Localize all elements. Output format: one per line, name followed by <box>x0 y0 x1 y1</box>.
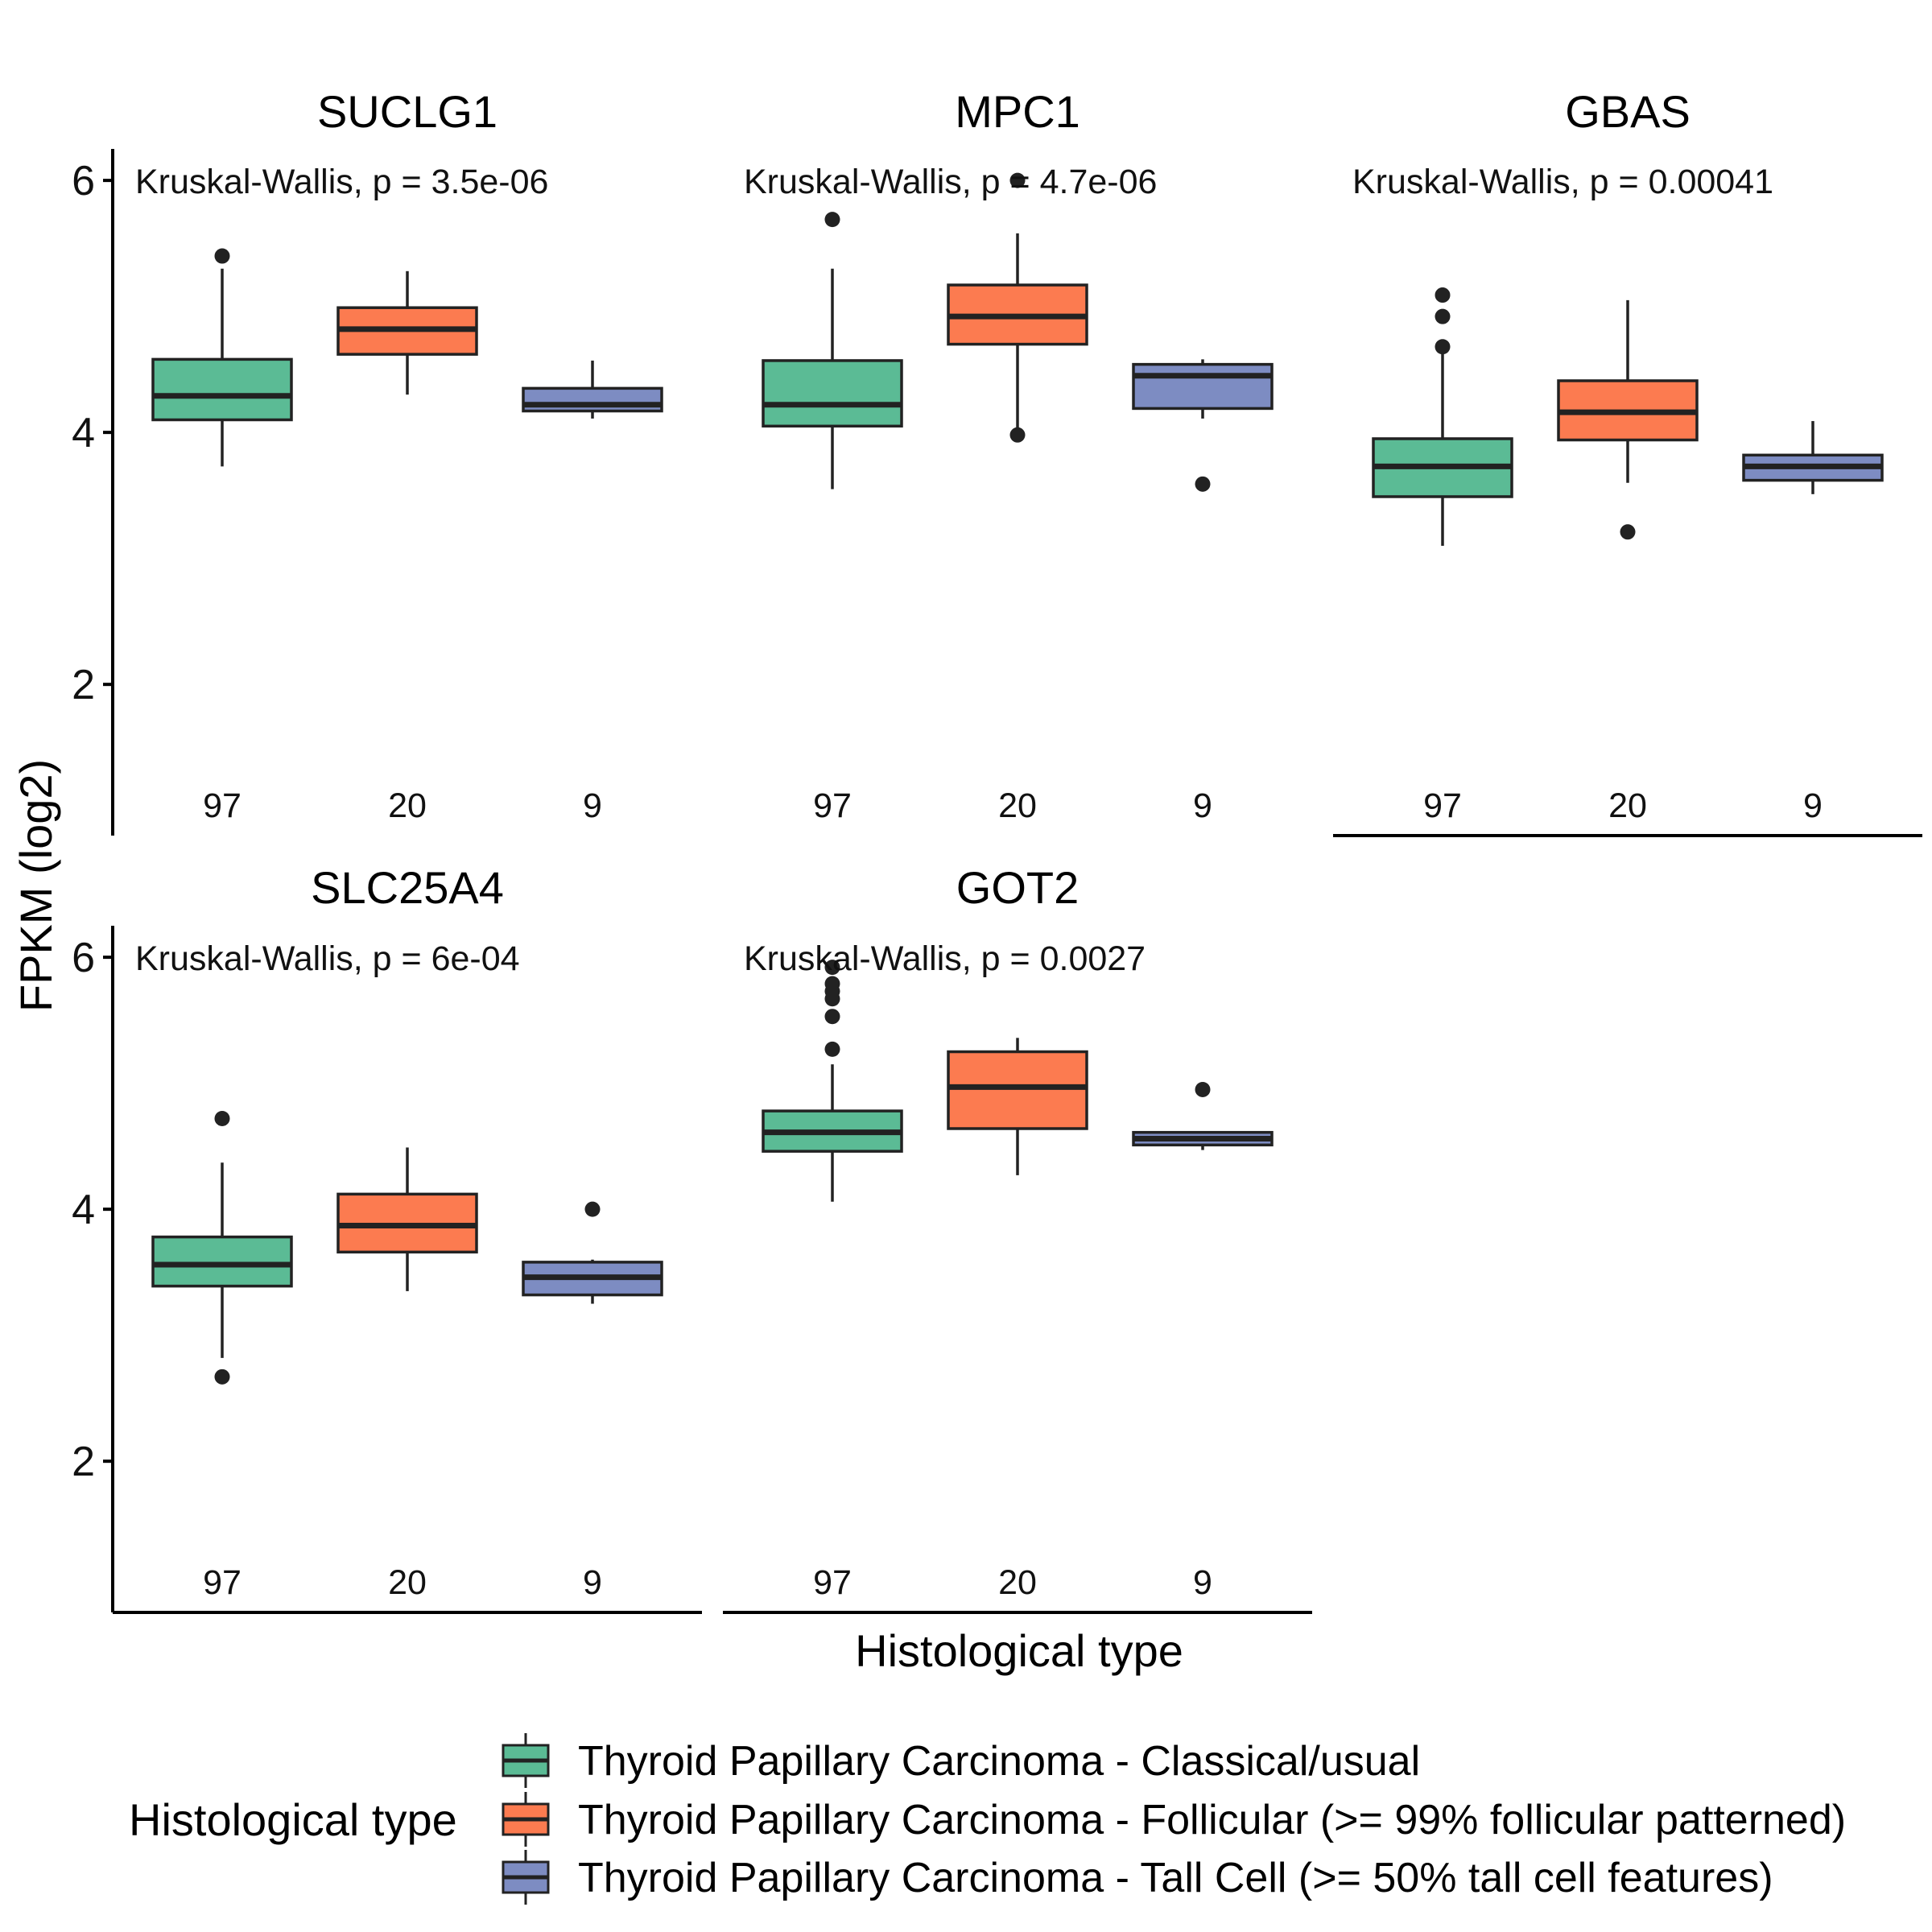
legend-label: Thyroid Papillary Carcinoma - Classical/… <box>578 1738 1420 1785</box>
outlier-point <box>1195 476 1211 492</box>
y-tick-label: 2 <box>72 1439 95 1485</box>
y-tick-label: 4 <box>72 410 95 456</box>
outlier-point <box>824 212 840 228</box>
panels-layer: SUCLG1 2 4 6 97 20 9 Kruskal-Wallis, p = 3.5e-0… <box>72 86 1922 1614</box>
outlier-point <box>824 976 840 992</box>
count-label: 20 <box>998 1563 1037 1602</box>
legend-entry: Thyroid Papillary Carcinoma - Follicular… <box>502 1792 1846 1847</box>
outlier-point <box>1009 427 1026 443</box>
count-label: 20 <box>998 786 1037 825</box>
box-group: 20 <box>947 1038 1088 1602</box>
count-label: 9 <box>1803 786 1823 825</box>
box-group: 9 <box>1132 359 1274 825</box>
count-label: 97 <box>813 1563 852 1602</box>
box <box>1132 362 1274 411</box>
panel-mpc1: MPC1 97 20 9 Kruskal-Wallis, p = 4.7e-06 <box>744 86 1274 825</box>
stat-label: Kruskal-Wallis, p = 0.00041 <box>1352 163 1773 201</box>
facet-title: GBAS <box>1565 86 1690 137</box>
box-group: 97 <box>151 1110 293 1602</box>
count-label: 9 <box>1193 1563 1212 1602</box>
box <box>947 1050 1088 1130</box>
stat-label: Kruskal-Wallis, p = 6e-04 <box>135 939 520 978</box>
outlier-point <box>824 1009 840 1025</box>
facet-title: SLC25A4 <box>311 862 504 913</box>
outlier-point <box>1195 1081 1211 1097</box>
legend-label: Thyroid Papillary Carcinoma - Tall Cell … <box>578 1855 1773 1901</box>
outlier-point <box>1009 172 1026 188</box>
legend-entry: Thyroid Papillary Carcinoma - Classical/… <box>502 1733 1420 1788</box>
box-group: 97 <box>1372 287 1513 825</box>
box-group: 9 <box>522 360 663 825</box>
outlier-point <box>1620 524 1636 540</box>
count-label: 20 <box>1608 786 1647 825</box>
outlier-point <box>824 1041 840 1057</box>
y-tick-label: 6 <box>72 158 95 204</box>
outlier-point <box>214 1368 230 1385</box>
panel-suclg1: SUCLG1 2 4 6 97 20 9 Kruskal-Wallis, p = 3.5e-0… <box>72 86 663 836</box>
box-group: 20 <box>336 270 478 825</box>
box <box>151 1235 293 1288</box>
box-group: 20 <box>1557 299 1699 825</box>
facet-title: MPC1 <box>955 86 1080 137</box>
box-group: 97 <box>762 960 903 1602</box>
outlier-point <box>584 1201 601 1217</box>
outlier-point <box>1435 287 1451 303</box>
count-label: 97 <box>203 786 242 825</box>
box-group: 97 <box>762 212 903 825</box>
outlier-point <box>1435 339 1451 355</box>
count-label: 97 <box>813 786 852 825</box>
count-label: 97 <box>1423 786 1462 825</box>
facet-title: SUCLG1 <box>317 86 497 137</box>
legend-entry: Thyroid Papillary Carcinoma - Tall Cell … <box>502 1850 1773 1905</box>
y-tick-label: 6 <box>72 935 95 981</box>
count-label: 9 <box>583 786 602 825</box>
y-tick-label: 4 <box>72 1187 95 1233</box>
box-group: 20 <box>336 1147 478 1602</box>
box <box>762 359 903 428</box>
y-tick-label: 2 <box>72 662 95 708</box>
count-label: 9 <box>583 1563 602 1602</box>
panel-got2: GOT2 97 20 9 Kruskal-Wallis, p = 0.0027 <box>723 862 1312 1614</box>
count-label: 20 <box>388 1563 427 1602</box>
box-group: 97 <box>151 248 293 825</box>
count-label: 20 <box>388 786 427 825</box>
count-label: 97 <box>203 1563 242 1602</box>
box <box>151 357 293 422</box>
stat-label: Kruskal-Wallis, p = 4.7e-06 <box>744 163 1157 201</box>
outlier-point <box>214 248 230 264</box>
panel-slc25a4: SLC25A4 2 4 6 97 20 9 Kruskal-Wallis, p = 6e-04 <box>72 862 702 1614</box>
outlier-point <box>214 1110 230 1126</box>
panel-gbas: GBAS 97 20 9 Kruskal-Wallis, p = 0.00041 <box>1333 86 1922 837</box>
count-label: 9 <box>1193 786 1212 825</box>
box-group: 9 <box>522 1201 663 1602</box>
legend: Histological type Thyroid Papillary Carc… <box>129 1733 1846 1905</box>
stat-label: Kruskal-Wallis, p = 3.5e-06 <box>135 163 548 201</box>
box-group: 9 <box>1742 421 1884 825</box>
stat-label: Kruskal-Wallis, p = 0.0027 <box>744 939 1146 978</box>
box-group: 9 <box>1132 1081 1274 1602</box>
legend-entries: Thyroid Papillary Carcinoma - Classical/… <box>502 1733 1846 1905</box>
box-group: 20 <box>947 172 1088 825</box>
y-axis-title: FPKM (log2) <box>10 759 61 1012</box>
box <box>522 386 663 413</box>
legend-label: Thyroid Papillary Carcinoma - Follicular… <box>578 1797 1846 1843</box>
outlier-point <box>1435 308 1451 324</box>
legend-title: Histological type <box>129 1794 457 1845</box>
x-axis-title: Histological type <box>855 1625 1183 1676</box>
outlier-point <box>824 960 840 976</box>
facet-title: GOT2 <box>956 862 1079 913</box>
